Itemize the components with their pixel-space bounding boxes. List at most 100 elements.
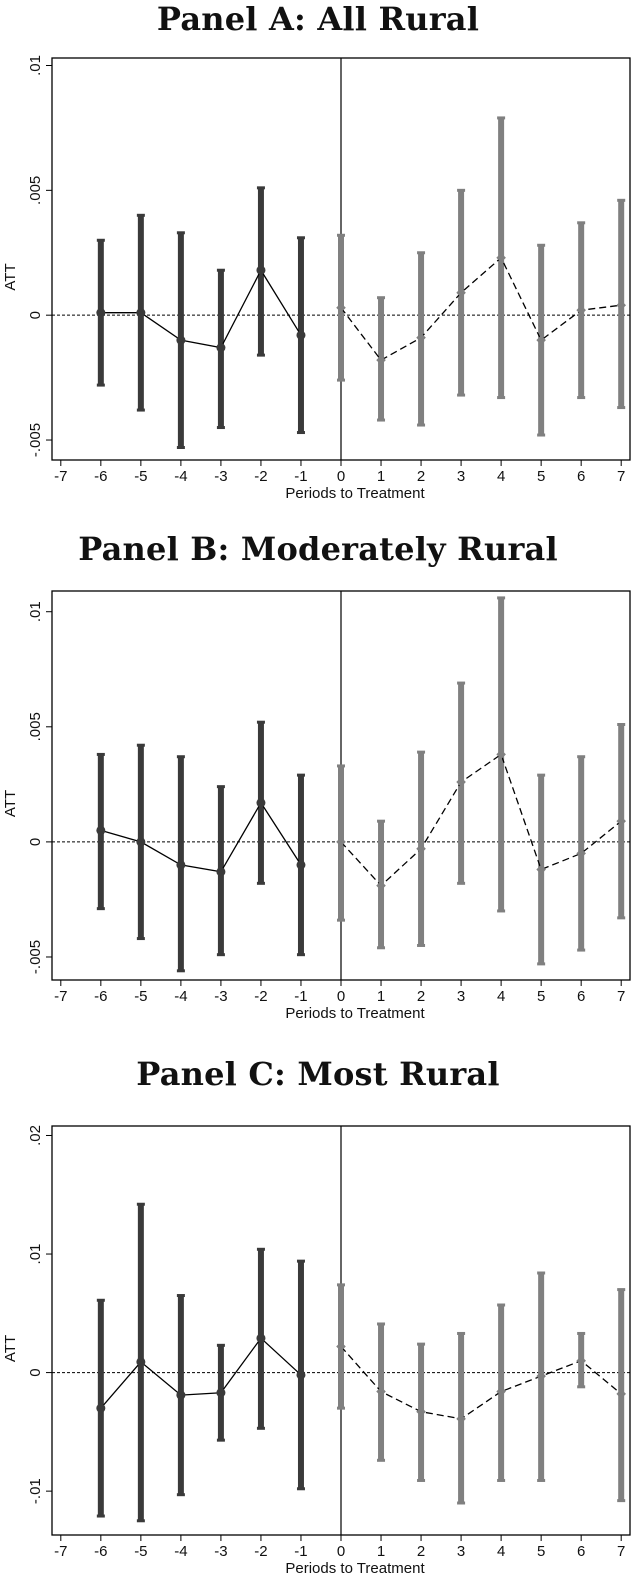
y-axis-label: ATT <box>2 263 19 290</box>
x-tick-label: -4 <box>174 468 187 485</box>
x-tick-label: 3 <box>457 988 465 1005</box>
panel-title: Panel B: Moderately Rural <box>78 530 558 568</box>
x-tick-label: 2 <box>417 988 425 1005</box>
x-tick-label: -6 <box>94 1543 107 1560</box>
y-tick-label: 0 <box>27 838 44 846</box>
x-tick-label: -1 <box>294 468 307 485</box>
point-marker <box>496 1386 506 1397</box>
point-marker <box>496 252 506 263</box>
point-marker <box>96 1403 106 1413</box>
x-tick-label: 7 <box>617 988 625 1005</box>
y-tick-label: -.005 <box>27 940 44 974</box>
x-tick-label: 7 <box>617 468 625 485</box>
point-marker <box>616 816 626 826</box>
x-tick-label: -6 <box>94 988 107 1005</box>
pre-treatment-line <box>100 268 302 349</box>
event-study-chart: -7 -6 -5 -4 -3 -2 -1 0 1 2 3 4 5 6 7 -.005 0 .005 .01 Perio… <box>2 55 631 500</box>
point-marker <box>176 335 186 345</box>
x-tick-label: -2 <box>254 1543 267 1560</box>
panel-title: Panel A: All Rural <box>156 0 480 38</box>
point-marker <box>296 330 306 340</box>
y-tick-label: .01 <box>27 1244 44 1265</box>
point-marker <box>336 1341 346 1352</box>
point-marker <box>296 1370 306 1380</box>
point-marker <box>576 1355 586 1366</box>
point-marker <box>96 825 106 835</box>
point-marker <box>576 848 586 859</box>
point-marker <box>256 798 266 808</box>
panel-title: Panel C: Most Rural <box>136 1055 500 1093</box>
x-tick-label: 4 <box>497 468 505 485</box>
point-marker <box>96 308 106 318</box>
y-tick-label: 0 <box>27 311 44 319</box>
x-tick-label: 6 <box>577 1543 585 1560</box>
event-study-chart: -7 -6 -5 -4 -3 -2 -1 0 1 2 3 4 5 6 7 -.005 0 .005 .01 Perio… <box>2 590 631 1020</box>
point-marker <box>536 864 546 875</box>
panel-c: Panel C: Most Rural -7 -6 -5 -4 -3 -2 -1 0 1 2 3 4 5… <box>0 1055 636 1578</box>
x-tick-label: -2 <box>254 988 267 1005</box>
x-tick-label: 0 <box>337 1543 345 1560</box>
x-tick-label: -1 <box>294 1543 307 1560</box>
x-tick-label: 1 <box>377 468 385 485</box>
point-marker <box>336 837 346 847</box>
x-tick-label: 4 <box>497 1543 505 1560</box>
x-tick-label: -2 <box>254 468 267 485</box>
y-tick-label: .01 <box>27 55 44 76</box>
x-tick-label: 1 <box>377 1543 385 1560</box>
point-marker <box>616 1389 626 1399</box>
point-marker <box>176 1390 186 1400</box>
point-marker <box>336 302 346 313</box>
point-marker <box>456 777 466 787</box>
y-axis-label: ATT <box>2 1335 19 1362</box>
point-marker <box>376 355 386 365</box>
panel-a: Panel A: All Rural -7 -6 -5 -4 -3 -2 -1 0 1 2 3 4 5 6… <box>0 0 636 500</box>
x-tick-label: -3 <box>214 988 227 1005</box>
point-marker <box>136 837 146 847</box>
point-marker <box>296 860 306 870</box>
y-axis-label: ATT <box>2 790 19 817</box>
point-marker <box>256 265 266 275</box>
x-tick-label: 7 <box>617 1543 625 1560</box>
x-tick-label: 1 <box>377 988 385 1005</box>
x-tick-label: 3 <box>457 1543 465 1560</box>
post-treatment-line <box>340 753 622 887</box>
point-marker <box>216 1388 226 1398</box>
x-axis-label: Periods to Treatment <box>285 485 425 500</box>
x-tick-label: 5 <box>537 1543 545 1560</box>
y-tick-label: .02 <box>27 1125 44 1146</box>
point-marker <box>576 305 586 315</box>
x-tick-label: -7 <box>54 1543 67 1560</box>
x-tick-label: -7 <box>54 468 67 485</box>
x-tick-label: 4 <box>497 988 505 1005</box>
point-marker <box>376 880 386 891</box>
y-tick-label: 0 <box>27 1368 44 1376</box>
point-marker <box>416 1406 426 1417</box>
pre-treatment-line <box>100 1337 302 1409</box>
y-tick-label: .01 <box>27 601 44 622</box>
x-tick-label: -5 <box>134 988 147 1005</box>
point-marker <box>216 343 226 353</box>
post-treatment-line <box>340 1346 622 1420</box>
point-marker <box>376 1386 386 1397</box>
x-tick-label: 5 <box>537 988 545 1005</box>
x-tick-label: -7 <box>54 988 67 1005</box>
point-marker <box>536 335 546 345</box>
x-tick-label: 0 <box>337 988 345 1005</box>
y-tick-label: .005 <box>27 176 44 205</box>
x-tick-label: -5 <box>134 1543 147 1560</box>
panel-b: Panel B: Moderately Rural -7 -6 -5 -4 -3 -2 -1… <box>0 530 636 1020</box>
point-marker <box>456 1414 466 1424</box>
point-marker <box>176 860 186 870</box>
x-axis-label: Periods to Treatment <box>285 1005 425 1020</box>
post-treatment-line <box>340 256 622 361</box>
y-tick-label: -.005 <box>27 423 44 457</box>
point-marker <box>536 1371 546 1381</box>
point-marker <box>216 867 226 877</box>
event-study-chart: -7 -6 -5 -4 -3 -2 -1 0 1 2 3 4 5 6 7 -.01 0 .01 .02 Periods… <box>2 1125 631 1577</box>
x-tick-label: -4 <box>174 1543 187 1560</box>
point-marker <box>416 332 426 343</box>
x-tick-label: 2 <box>417 468 425 485</box>
x-tick-label: 6 <box>577 468 585 485</box>
point-marker <box>416 843 426 854</box>
pre-treatment-line <box>100 801 302 873</box>
